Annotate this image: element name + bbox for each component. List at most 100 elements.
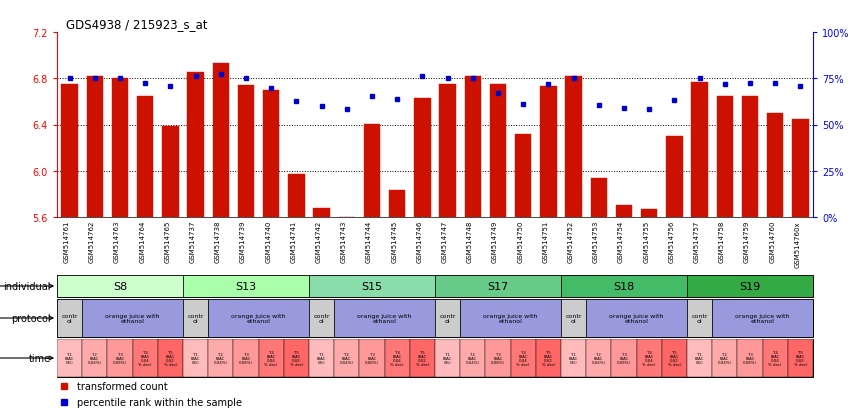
Text: time: time — [29, 353, 51, 363]
Bar — [712, 339, 738, 377]
Bar — [738, 339, 762, 377]
Bar — [691, 83, 708, 218]
Text: protocol: protocol — [11, 313, 51, 323]
Bar — [389, 191, 405, 218]
Text: GSM514746: GSM514746 — [416, 221, 422, 263]
Bar — [414, 99, 431, 218]
Text: percentile rank within the sample: percentile rank within the sample — [77, 397, 243, 407]
Text: GDS4938 / 215923_s_at: GDS4938 / 215923_s_at — [66, 18, 207, 31]
Text: S18: S18 — [614, 281, 635, 291]
Bar — [511, 339, 536, 377]
Bar — [712, 299, 813, 337]
Bar — [283, 339, 309, 377]
Bar — [490, 85, 506, 218]
Bar — [435, 339, 460, 377]
Text: GSM514756: GSM514756 — [668, 221, 674, 263]
Text: T1
(BAC
0%): T1 (BAC 0%) — [65, 352, 74, 364]
Text: S13: S13 — [236, 281, 256, 291]
Bar — [435, 275, 561, 297]
Text: T1
(BAC
0%): T1 (BAC 0%) — [569, 352, 579, 364]
Bar — [666, 137, 683, 218]
Text: orange juice with
ethanol: orange juice with ethanol — [483, 313, 538, 324]
Bar — [309, 299, 334, 337]
Bar — [565, 77, 582, 218]
Text: GSM514748: GSM514748 — [467, 221, 473, 263]
Text: T2
(BAC
0.04%): T2 (BAC 0.04%) — [591, 352, 606, 364]
Text: T3
(BAC
0.08%): T3 (BAC 0.08%) — [365, 352, 379, 364]
Bar — [742, 96, 758, 218]
Text: orange juice with
ethanol: orange juice with ethanol — [106, 313, 160, 324]
Text: GSM514745: GSM514745 — [391, 221, 397, 263]
Text: contr
ol: contr ol — [313, 313, 330, 324]
Text: orange juice with
ethanol: orange juice with ethanol — [357, 313, 412, 324]
Text: T1
(BAC
0%): T1 (BAC 0%) — [317, 352, 326, 364]
Bar — [83, 299, 183, 337]
Text: individual: individual — [3, 281, 51, 291]
Text: GSM514737: GSM514737 — [190, 221, 196, 263]
Text: GSM514759: GSM514759 — [744, 221, 750, 263]
Bar — [687, 339, 712, 377]
Text: T1
(BAC
0%): T1 (BAC 0%) — [695, 352, 705, 364]
Bar — [662, 339, 687, 377]
Text: GSM514750: GSM514750 — [517, 221, 523, 263]
Bar — [364, 125, 380, 218]
Bar — [213, 64, 229, 218]
Bar — [259, 339, 283, 377]
Text: contr
ol: contr ol — [61, 313, 77, 324]
Bar — [163, 126, 179, 218]
Bar — [687, 275, 813, 297]
Text: GSM514751: GSM514751 — [542, 221, 548, 263]
Bar — [339, 218, 355, 225]
Bar — [460, 299, 561, 337]
Text: T3
(BAC
0.08%): T3 (BAC 0.08%) — [113, 352, 127, 364]
Text: GSM514753: GSM514753 — [593, 221, 599, 263]
Bar — [309, 339, 334, 377]
Bar — [788, 339, 813, 377]
Text: transformed count: transformed count — [77, 381, 168, 391]
Text: contr
ol: contr ol — [187, 313, 204, 324]
Text: GSM514739: GSM514739 — [240, 221, 246, 263]
Bar — [586, 299, 687, 337]
Bar — [359, 339, 385, 377]
Bar — [183, 339, 208, 377]
Text: T5
(BAC
0.02
% dec): T5 (BAC 0.02 % dec) — [415, 350, 429, 367]
Bar — [57, 275, 183, 297]
Bar — [233, 339, 259, 377]
Bar — [183, 275, 309, 297]
Text: orange juice with
ethanol: orange juice with ethanol — [735, 313, 790, 324]
Bar — [183, 299, 208, 337]
Bar — [460, 339, 485, 377]
Text: S8: S8 — [113, 281, 127, 291]
Bar — [591, 178, 607, 218]
Text: T5
(BAC
0.02
% dec): T5 (BAC 0.02 % dec) — [668, 350, 681, 367]
Bar — [137, 96, 153, 218]
Text: T4
(BAC
0.04
% dec): T4 (BAC 0.04 % dec) — [643, 350, 656, 367]
Text: GSM514762: GSM514762 — [89, 221, 94, 263]
Text: T2
(BAC
0.04%): T2 (BAC 0.04%) — [465, 352, 480, 364]
Text: T4
(BAC
0.04
% dec): T4 (BAC 0.04 % dec) — [139, 350, 152, 367]
Bar — [540, 87, 557, 218]
Text: contr
ol: contr ol — [565, 313, 582, 324]
Bar — [515, 134, 531, 218]
Text: GSM514758: GSM514758 — [719, 221, 725, 263]
Bar — [410, 339, 435, 377]
Bar — [263, 90, 279, 218]
Bar — [83, 339, 107, 377]
Text: T3
(BAC
0.08%): T3 (BAC 0.08%) — [617, 352, 631, 364]
Bar — [687, 299, 712, 337]
Bar — [792, 119, 808, 218]
Text: T5
(BAC
0.02
% dec): T5 (BAC 0.02 % dec) — [163, 350, 177, 367]
Text: GSM514743: GSM514743 — [340, 221, 347, 263]
Bar — [641, 209, 657, 218]
Bar — [133, 339, 157, 377]
Text: S19: S19 — [740, 281, 761, 291]
Text: orange juice with
ethanol: orange juice with ethanol — [231, 313, 286, 324]
Text: T5
(BAC
0.02
% dec): T5 (BAC 0.02 % dec) — [289, 350, 303, 367]
Text: contr
ol: contr ol — [691, 313, 708, 324]
Text: T1
(BAC
0%): T1 (BAC 0%) — [191, 352, 200, 364]
Bar — [187, 73, 203, 218]
Text: T2
(BAC
0.04%): T2 (BAC 0.04%) — [88, 352, 102, 364]
Bar — [439, 85, 456, 218]
Bar — [561, 339, 586, 377]
Text: GSM514757: GSM514757 — [694, 221, 700, 263]
